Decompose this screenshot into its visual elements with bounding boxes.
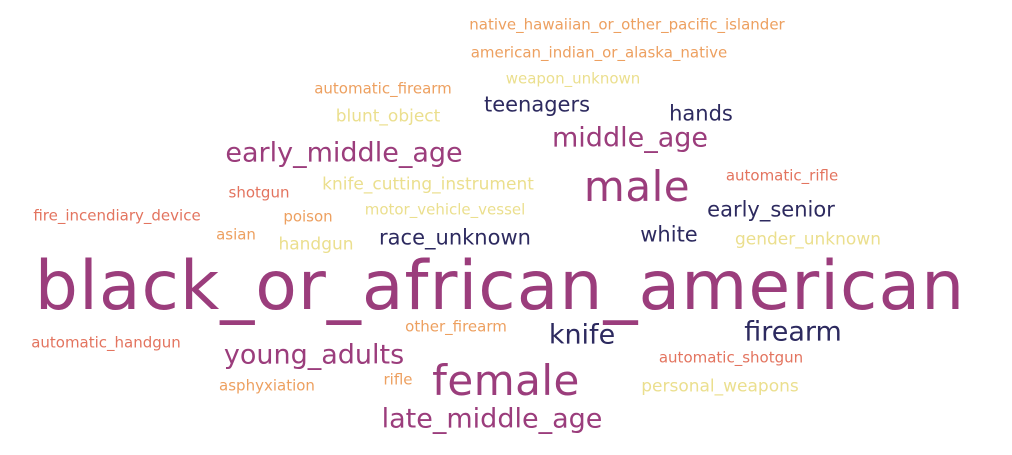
word-shotgun: shotgun [228,183,290,202]
word-teenagers: teenagers [483,92,591,117]
word-male: male [583,162,691,211]
word-personal-weapons: personal_weapons [641,376,799,397]
word-automatic-shotgun: automatic_shotgun [658,348,804,367]
word-automatic-firearm: automatic_firearm [314,79,452,98]
word-black-or-african-american: black_or_african_american [34,247,966,326]
word-automatic-handgun: automatic_handgun [31,333,181,352]
word-white: white [640,222,698,247]
word-early-senior: early_senior [707,197,835,222]
word-young-adults: young_adults [223,339,405,371]
word-blunt-object: blunt_object [335,106,441,127]
word-fire-incendiary-device: fire_incendiary_device [33,206,201,225]
word-asphyxiation: asphyxiation [219,376,315,395]
word-weapon-unknown: weapon_unknown [505,69,641,88]
word-firearm: firearm [744,316,842,348]
word-motor-vehicle-vessel: motor_vehicle_vessel [364,200,526,219]
word-knife-cutting-instrument: knife_cutting_instrument [322,174,534,195]
word-late-middle-age: late_middle_age [381,403,603,435]
word-asian: asian [216,225,256,244]
word-automatic-rifle: automatic_rifle [725,166,839,185]
word-poison: poison [283,207,333,226]
word-native-hawaiian-or-other-pacific-islander: native_hawaiian_or_other_pacific_islande… [469,15,785,34]
word-american-indian-or-alaska-native: american_indian_or_alaska_native [470,43,728,62]
word-middle-age: middle_age [552,122,708,154]
word-female: female [432,356,580,405]
word-early-middle-age: early_middle_age [225,137,463,169]
word-handgun: handgun [278,234,354,255]
word-gender-unknown: gender_unknown [734,229,882,250]
word-hands: hands [669,101,733,126]
word-knife: knife [548,319,616,351]
word-rifle: rifle [383,370,413,389]
word-race-unknown: race_unknown [379,225,531,250]
word-other-firearm: other_firearm [405,317,507,336]
